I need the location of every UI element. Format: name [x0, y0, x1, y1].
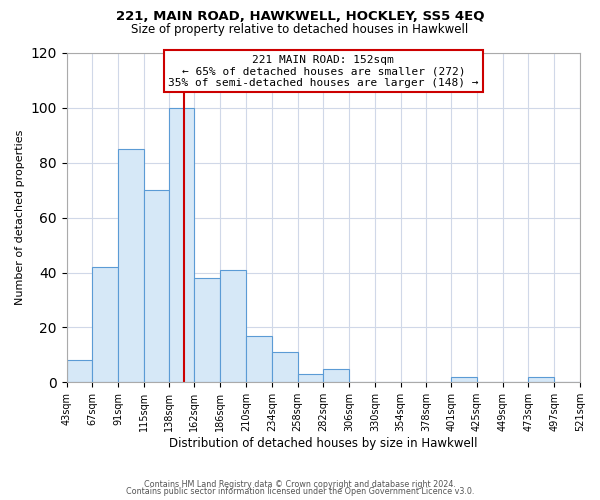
Text: 221 MAIN ROAD: 152sqm
← 65% of detached houses are smaller (272)
35% of semi-det: 221 MAIN ROAD: 152sqm ← 65% of detached … [168, 54, 479, 88]
Text: Size of property relative to detached houses in Hawkwell: Size of property relative to detached ho… [131, 22, 469, 36]
Text: 221, MAIN ROAD, HAWKWELL, HOCKLEY, SS5 4EQ: 221, MAIN ROAD, HAWKWELL, HOCKLEY, SS5 4… [116, 10, 484, 23]
Text: Contains HM Land Registry data © Crown copyright and database right 2024.: Contains HM Land Registry data © Crown c… [144, 480, 456, 489]
Bar [169, 108, 194, 382]
Bar [144, 190, 169, 382]
Y-axis label: Number of detached properties: Number of detached properties [15, 130, 25, 306]
Bar [118, 149, 144, 382]
X-axis label: Distribution of detached houses by size in Hawkwell: Distribution of detached houses by size … [169, 437, 478, 450]
Text: Contains public sector information licensed under the Open Government Licence v3: Contains public sector information licen… [126, 487, 474, 496]
Bar [451, 377, 477, 382]
Bar [529, 377, 554, 382]
Bar [220, 270, 246, 382]
Bar [67, 360, 92, 382]
Bar [323, 368, 349, 382]
Bar [246, 336, 272, 382]
Bar [194, 278, 220, 382]
Bar [92, 267, 118, 382]
Bar [272, 352, 298, 382]
Bar [298, 374, 323, 382]
